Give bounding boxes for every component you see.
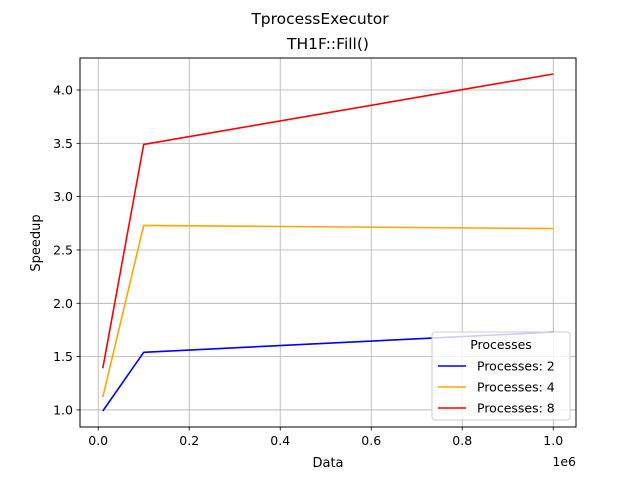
chart-subtitle: TH1F::Fill() <box>286 35 369 53</box>
y-tick-label: 2.5 <box>53 242 73 257</box>
x-offset-label: 1e6 <box>552 454 576 469</box>
plot-frame <box>79 57 577 428</box>
y-tick-label: 1.0 <box>53 402 73 417</box>
legend-box <box>431 331 571 421</box>
legend-label-3: Processes: 8 <box>477 401 555 416</box>
series-line-2 <box>102 224 554 398</box>
series-line-1 <box>102 331 554 412</box>
x-tick-label: 0.8 <box>452 433 472 448</box>
y-tick-label: 1.5 <box>53 349 73 364</box>
y-tick-label: 2.0 <box>53 296 73 311</box>
y-tick-label: 4.0 <box>53 82 73 97</box>
legend: Processes Processes: 2 Processes: 4 Process… <box>431 331 571 421</box>
x-tick-label: 0.6 <box>361 433 381 448</box>
x-tick-label: 0.0 <box>88 433 108 448</box>
legend-title: Processes <box>470 337 532 352</box>
y-tick-label: 3.5 <box>53 136 73 151</box>
series-line-3 <box>102 73 554 369</box>
x-axis-label: Data <box>312 456 343 471</box>
y-tick-label: 3.0 <box>53 189 73 204</box>
chart-title: TprocessExecutor <box>250 10 389 28</box>
x-tick-label: 0.2 <box>179 433 199 448</box>
y-axis-label: Speedup <box>29 214 44 271</box>
series-lines <box>102 73 554 412</box>
legend-label-1: Processes: 2 <box>477 359 555 374</box>
grid <box>80 58 576 427</box>
ticks: 0.0 0.2 0.4 0.6 0.8 1.0 1.0 1.5 2.0 2.5 3.0 3.5 4.0 <box>53 82 563 448</box>
x-tick-label: 0.4 <box>270 433 290 448</box>
legend-label-2: Processes: 4 <box>477 380 555 395</box>
x-tick-label: 1.0 <box>543 433 563 448</box>
